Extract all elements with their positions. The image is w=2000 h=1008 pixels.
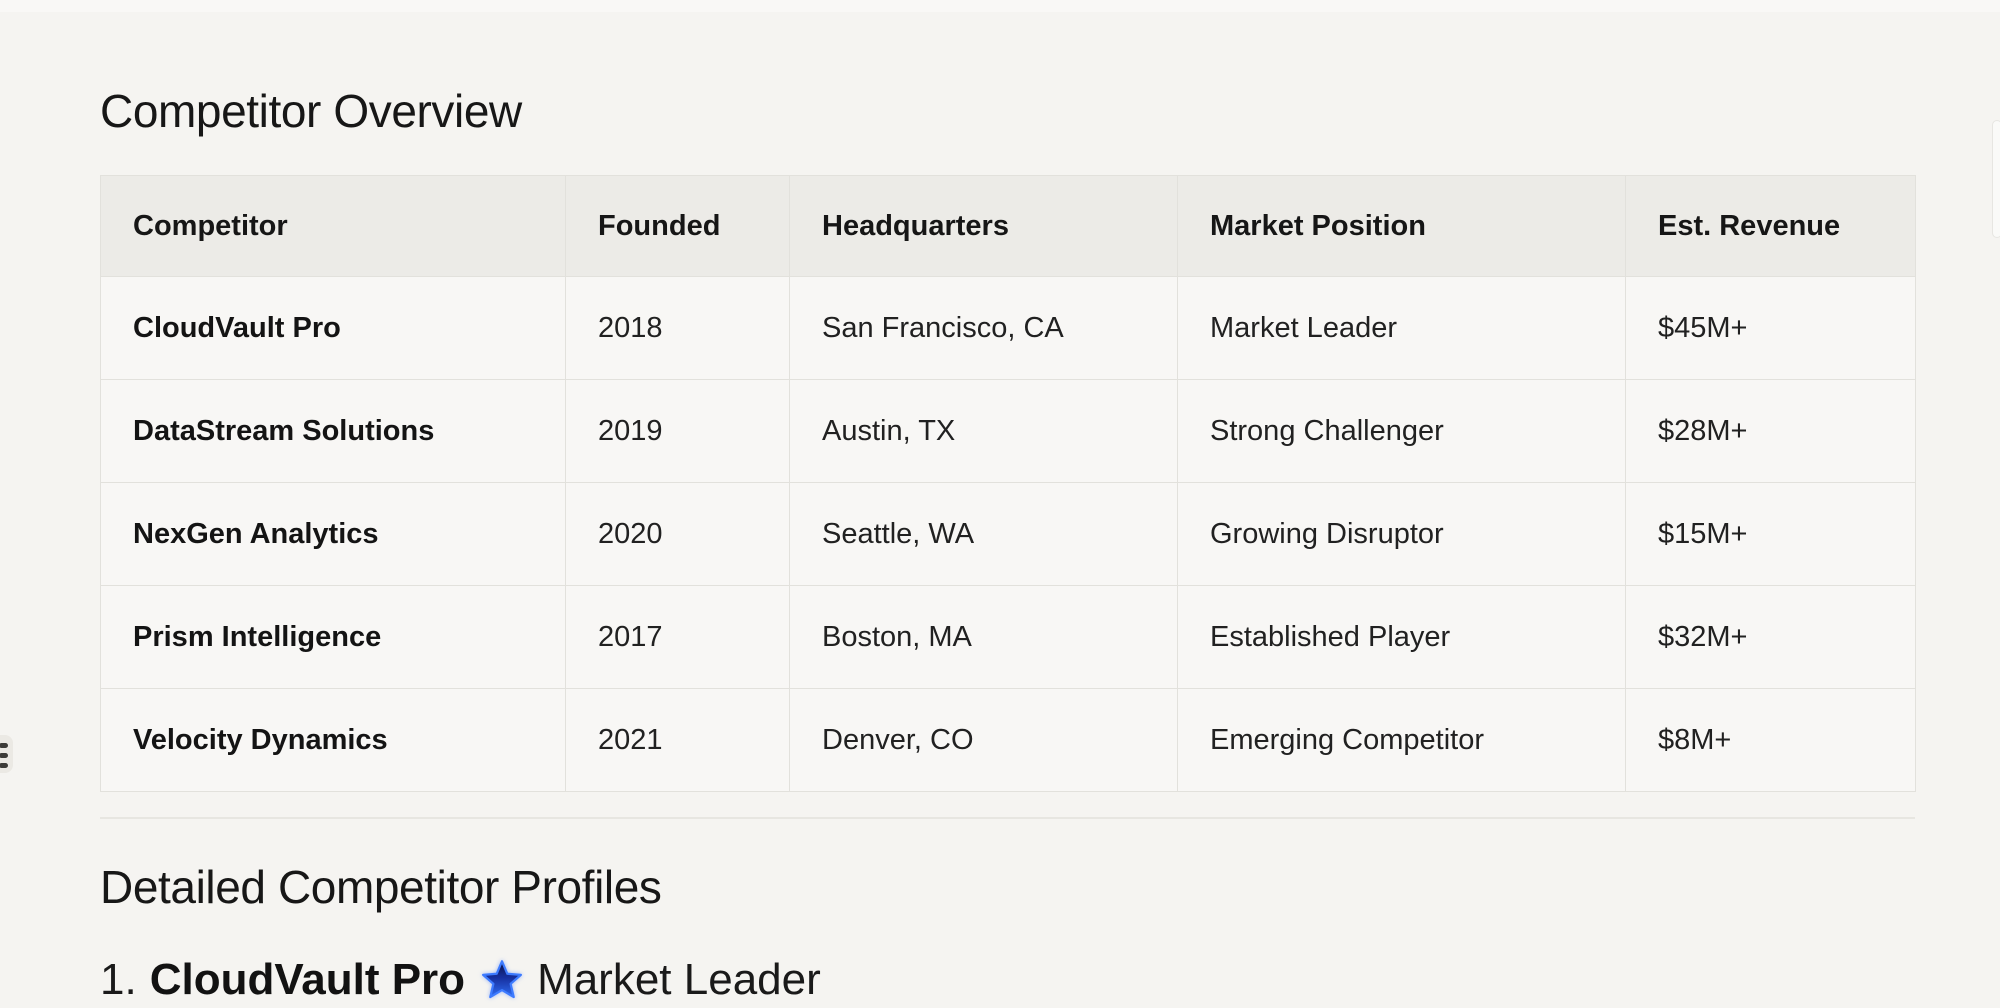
cell-competitor[interactable]: Velocity Dynamics [100,688,566,792]
competitor-overview-table: Competitor Founded Headquarters Market P… [100,175,1916,792]
cell-headquarters[interactable]: Denver, CO [789,688,1178,792]
blue-star-icon [479,957,525,1003]
cell-market-position[interactable]: Market Leader [1177,276,1626,380]
cell-founded[interactable]: 2021 [565,688,790,792]
grip-bar [0,763,8,768]
cell-headquarters[interactable]: Austin, TX [789,379,1178,483]
header-cell-competitor[interactable]: Competitor [100,175,566,277]
table-row: DataStream Solutions 2019 Austin, TX Str… [100,379,1916,483]
section-divider [100,817,1915,819]
cell-est-revenue[interactable]: $15M+ [1625,482,1916,586]
profile-name: CloudVault Pro [149,955,466,1004]
list-number: 1. [100,955,137,1004]
table-row: Velocity Dynamics 2021 Denver, CO Emergi… [100,688,1916,792]
cell-headquarters[interactable]: Boston, MA [789,585,1178,689]
cell-founded[interactable]: 2020 [565,482,790,586]
scrollbar-thumb[interactable] [1992,120,2000,238]
cell-competitor[interactable]: NexGen Analytics [100,482,566,586]
cell-market-position[interactable]: Growing Disruptor [1177,482,1626,586]
cell-market-position[interactable]: Emerging Competitor [1177,688,1626,792]
cell-est-revenue[interactable]: $28M+ [1625,379,1916,483]
header-cell-founded[interactable]: Founded [565,175,790,277]
header-cell-headquarters[interactable]: Headquarters [789,175,1178,277]
table-row: Prism Intelligence 2017 Boston, MA Estab… [100,585,1916,689]
cell-headquarters[interactable]: Seattle, WA [789,482,1178,586]
cell-founded[interactable]: 2017 [565,585,790,689]
page-title[interactable]: Competitor Overview [100,85,522,137]
cell-competitor[interactable]: CloudVault Pro [100,276,566,380]
cell-est-revenue[interactable]: $8M+ [1625,688,1916,792]
block-drag-handle-icon[interactable] [0,735,13,773]
table-header-row: Competitor Founded Headquarters Market P… [100,175,1916,277]
cell-market-position[interactable]: Strong Challenger [1177,379,1626,483]
profile-position: Market Leader [537,955,821,1004]
cell-founded[interactable]: 2018 [565,276,790,380]
grip-bar [0,753,8,758]
cell-competitor[interactable]: DataStream Solutions [100,379,566,483]
header-cell-est-revenue[interactable]: Est. Revenue [1625,175,1916,277]
page-top-strip [0,0,2000,12]
cell-headquarters[interactable]: San Francisco, CA [789,276,1178,380]
grip-bar [0,743,8,748]
header-cell-market-position[interactable]: Market Position [1177,175,1626,277]
cell-market-position[interactable]: Established Player [1177,585,1626,689]
cell-competitor[interactable]: Prism Intelligence [100,585,566,689]
cell-est-revenue[interactable]: $45M+ [1625,276,1916,380]
cell-founded[interactable]: 2019 [565,379,790,483]
table-row: NexGen Analytics 2020 Seattle, WA Growin… [100,482,1916,586]
profile-list-item-1[interactable]: 1. CloudVault Pro Market Leader [100,955,821,1004]
cell-est-revenue[interactable]: $32M+ [1625,585,1916,689]
profiles-heading[interactable]: Detailed Competitor Profiles [100,861,662,913]
table-row: CloudVault Pro 2018 San Francisco, CA Ma… [100,276,1916,380]
